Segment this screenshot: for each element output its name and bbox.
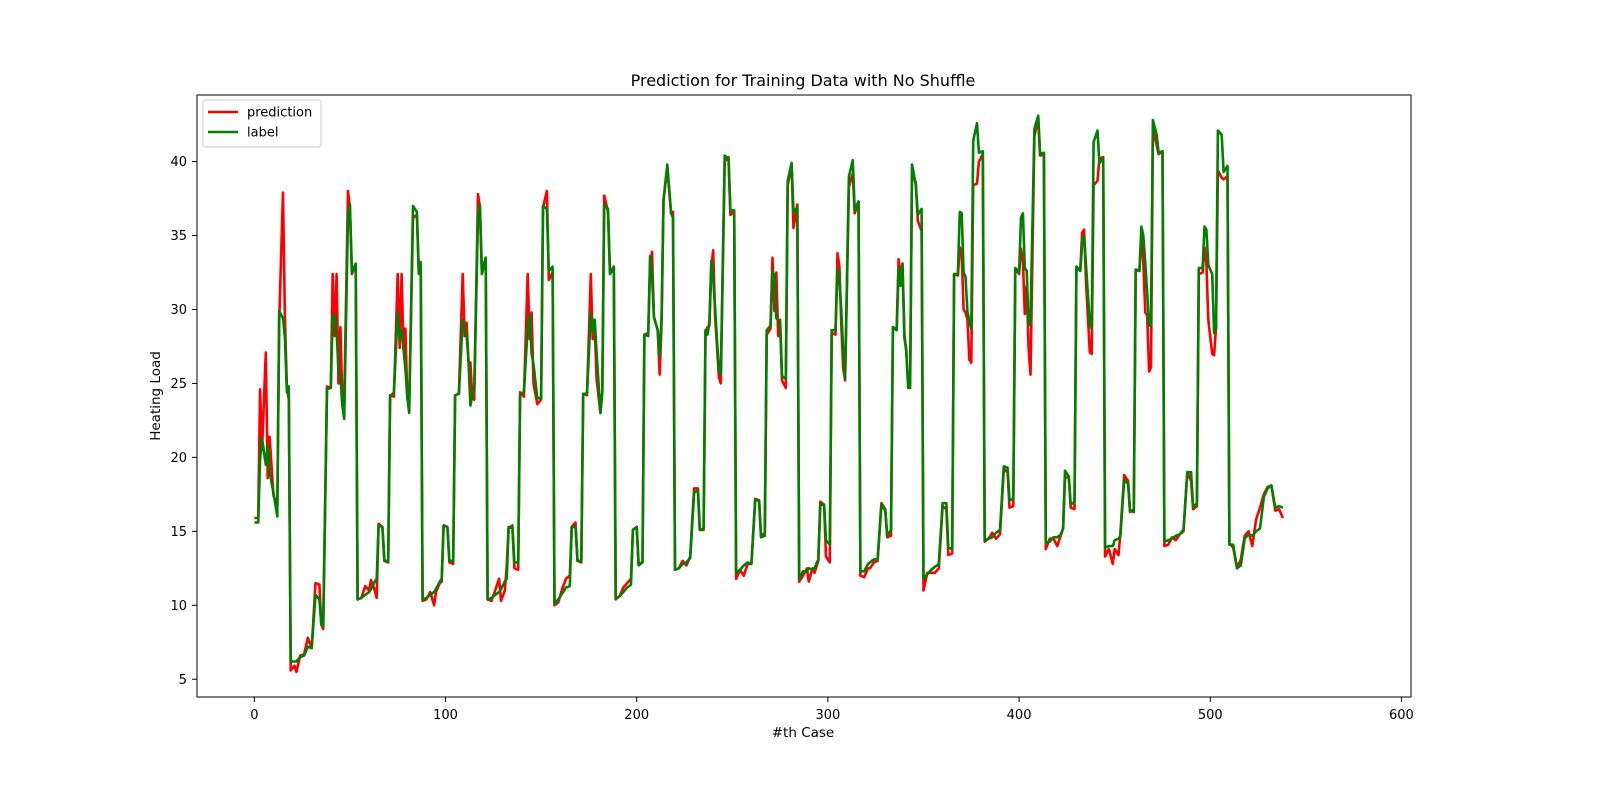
x-axis: 0 100 200 300 400 500 600: [250, 697, 1414, 723]
x-tick-label: 400: [1007, 708, 1032, 723]
x-axis-label: #th Case: [772, 725, 835, 741]
x-tick-label: 600: [1389, 708, 1414, 723]
y-axis-label: Heating Load: [148, 351, 164, 441]
y-tick-label: 20: [170, 451, 187, 466]
plot-frame: [196, 94, 1412, 698]
y-tick-label: 25: [170, 377, 187, 392]
chart-title: Prediction for Training Data with No Shu…: [631, 71, 976, 90]
y-tick-label: 5: [179, 673, 187, 688]
plot-lines: [254, 114, 1285, 674]
x-tick-label: 100: [433, 708, 458, 723]
x-tick-label: 500: [1198, 708, 1223, 723]
y-tick-label: 30: [170, 303, 187, 318]
x-tick-label: 300: [815, 708, 840, 723]
x-tick-label: 0: [250, 708, 258, 723]
legend: prediction label: [202, 99, 322, 148]
series-line-label: [254, 114, 1284, 663]
legend-label: prediction: [247, 106, 312, 121]
y-axis: 5 10 15 20 25 30 35 40: [170, 155, 197, 688]
legend-label: label: [247, 126, 278, 141]
y-tick-label: 15: [170, 525, 187, 540]
y-tick-label: 10: [170, 599, 187, 614]
y-tick-label: 35: [170, 229, 187, 244]
x-tick-label: 200: [624, 708, 649, 723]
y-tick-label: 40: [170, 155, 187, 170]
